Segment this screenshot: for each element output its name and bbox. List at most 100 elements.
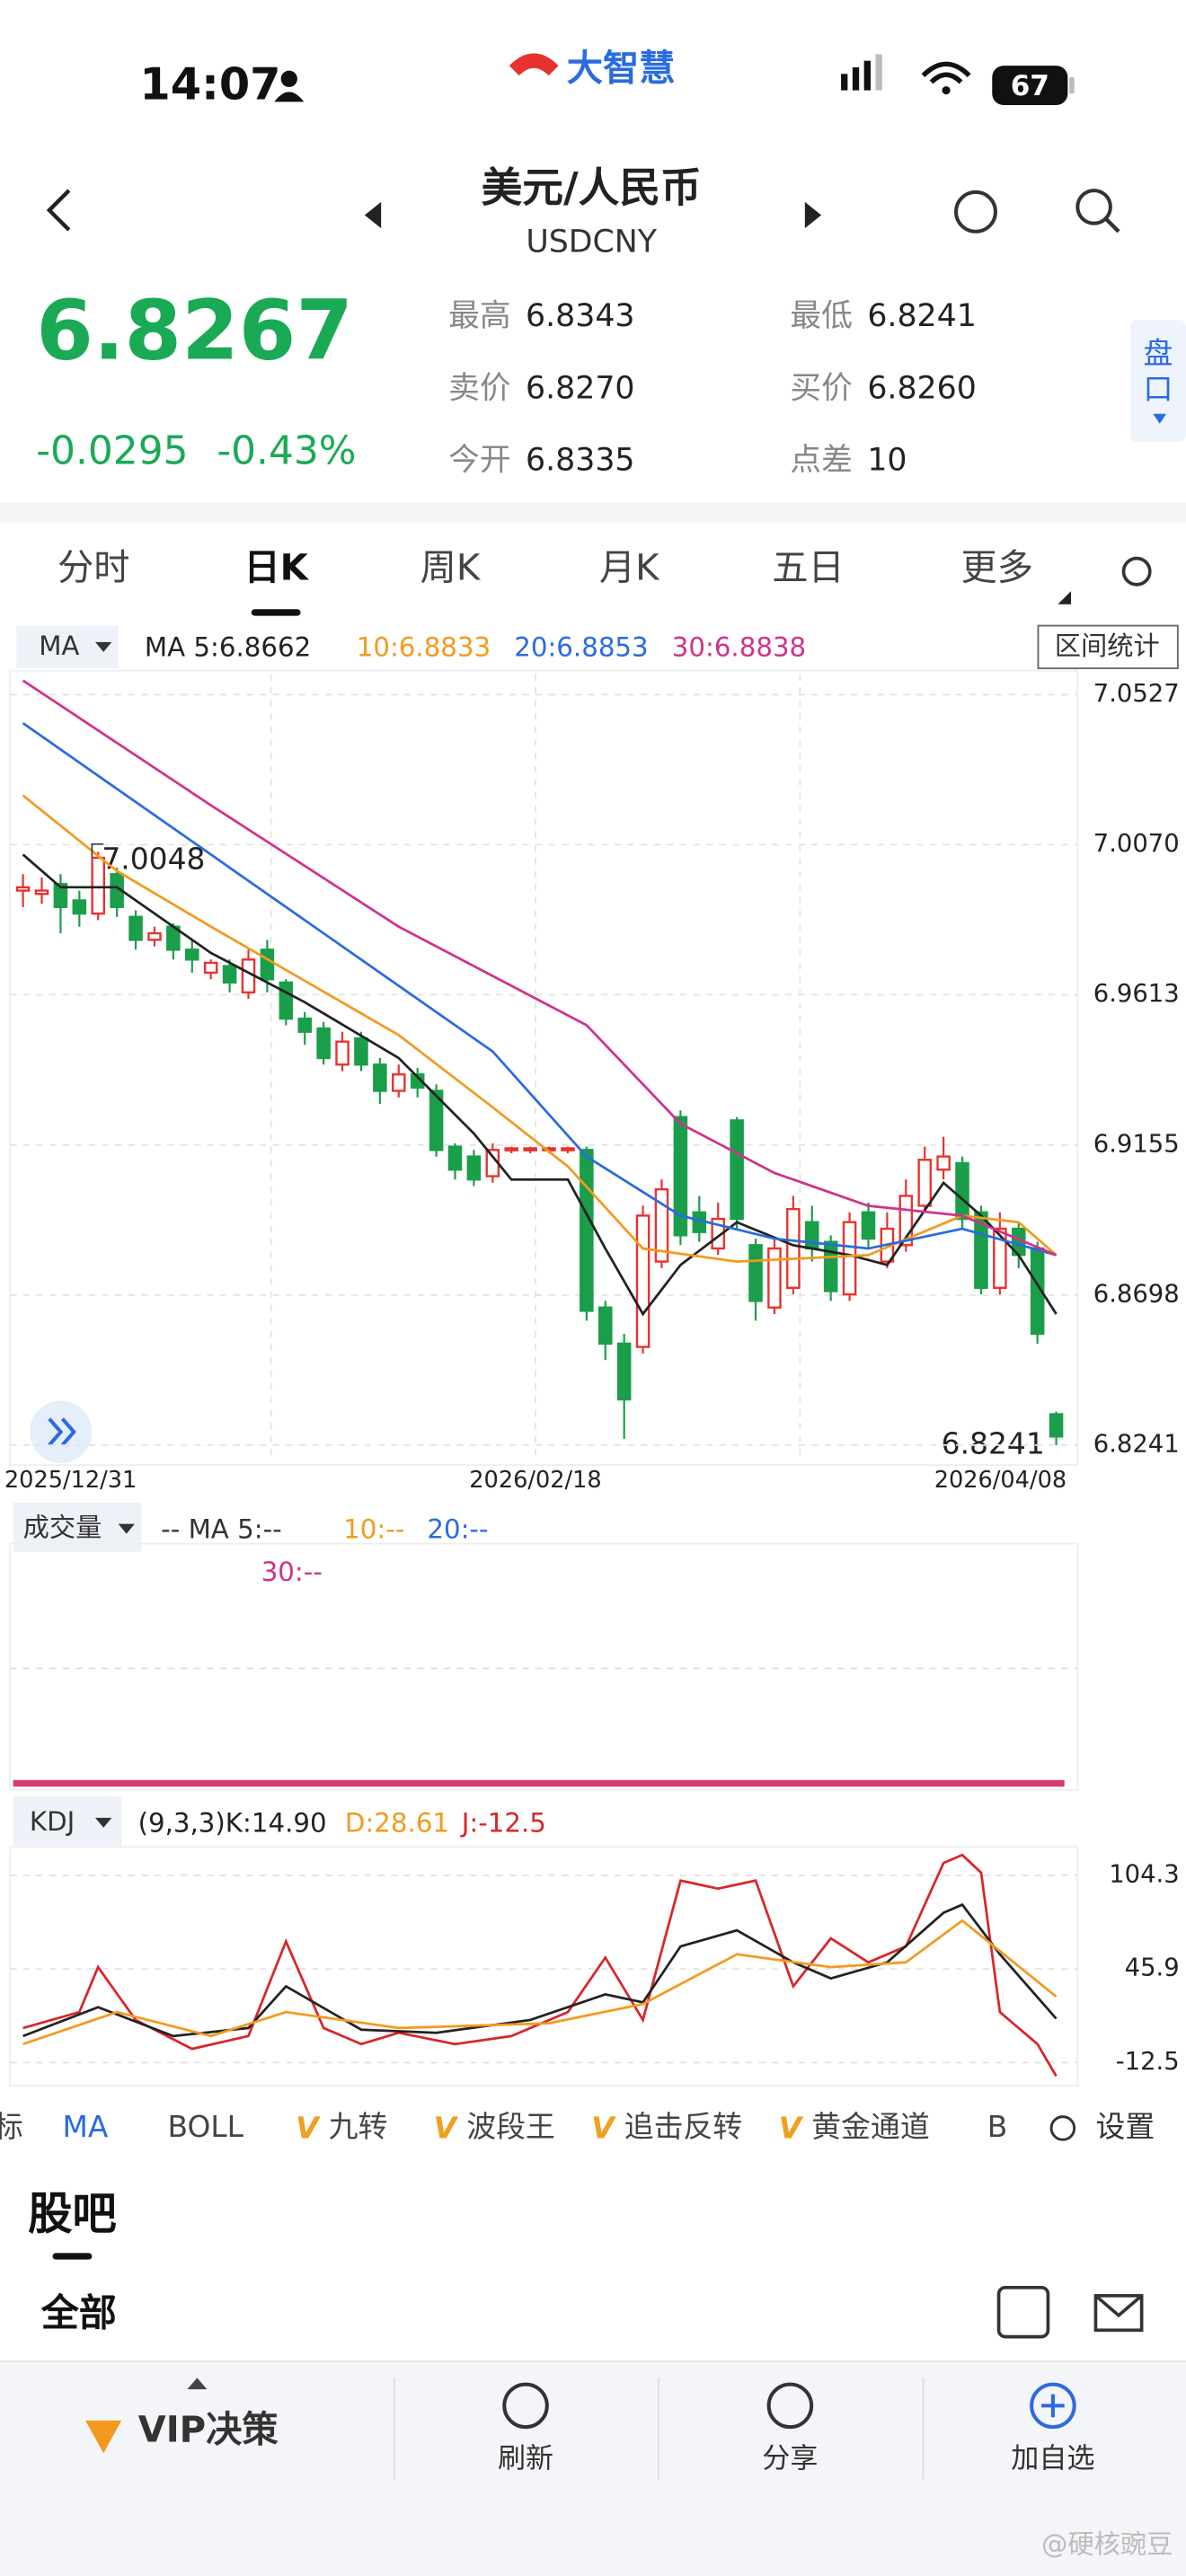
- kdj-j: J:-12.5: [460, 1808, 546, 1839]
- mail-icon: [1094, 2294, 1143, 2318]
- kdj-panel: [9, 1846, 1079, 2087]
- price-change-pct: -0.43%: [217, 428, 356, 474]
- stat-value: 6.8241: [867, 298, 976, 334]
- price-panel: [9, 669, 1079, 1467]
- add-icon[interactable]: [1030, 2382, 1076, 2430]
- dropdown-arrow: [95, 641, 112, 652]
- forum-filter[interactable]: 全部: [40, 2290, 117, 2334]
- stat-value: 6.8270: [526, 370, 634, 406]
- gear-icon[interactable]: [1121, 556, 1152, 587]
- side-tab[interactable]: [1129, 320, 1186, 442]
- indicator-tab[interactable]: MA: [62, 2109, 108, 2144]
- ma-line: [22, 794, 1058, 1264]
- add-icon: [1041, 2394, 1065, 2418]
- forum-title: 股吧: [28, 2188, 117, 2240]
- settings[interactable]: 设置: [1095, 2109, 1155, 2144]
- candle-body: [185, 948, 199, 961]
- signal: [852, 66, 860, 91]
- candle-body: [410, 1073, 425, 1090]
- candle-body: [936, 1155, 951, 1171]
- candle-body: [842, 1221, 857, 1296]
- bottom-refresh[interactable]: 刷新: [498, 2443, 553, 2475]
- candle-body: [767, 1247, 782, 1309]
- stats-button[interactable]: [1037, 624, 1179, 670]
- tab[interactable]: 周K: [420, 547, 482, 588]
- signal: [841, 74, 848, 91]
- last-label: 6.8241: [942, 1425, 1045, 1460]
- status-time: 14:07: [139, 57, 280, 110]
- y-tick-label: 6.8241: [1093, 1430, 1180, 1458]
- date-label: 2026/04/08: [934, 1467, 1067, 1494]
- kdj-label: KDJ: [30, 1806, 75, 1837]
- indicator-tab[interactable]: 黄金通道: [811, 2109, 930, 2144]
- candle-body: [504, 1147, 518, 1151]
- stat-value: 6.8343: [526, 298, 634, 334]
- stat-value: 10: [867, 443, 907, 479]
- ma-line: [22, 722, 1057, 1257]
- candle-body: [429, 1090, 444, 1151]
- candle-body: [147, 931, 162, 941]
- prev-icon[interactable]: [364, 201, 382, 229]
- wifi: [942, 85, 951, 95]
- volume-strip: [13, 1779, 1065, 1787]
- edit-icon[interactable]: [996, 2285, 1050, 2339]
- tab[interactable]: 更多: [961, 547, 1033, 588]
- refresh-icon[interactable]: [954, 190, 997, 234]
- mail-icon[interactable]: [1093, 2294, 1144, 2333]
- stat-label: 今开: [448, 443, 510, 479]
- share-icon[interactable]: [766, 2382, 814, 2430]
- volume-label: 成交量: [23, 1513, 102, 1543]
- wifi: [921, 61, 971, 84]
- bottom-add[interactable]: 加自选: [1011, 2443, 1094, 2475]
- refresh-icon[interactable]: [502, 2382, 549, 2430]
- candle-body: [391, 1073, 406, 1092]
- y-tick-label: 45.9: [1125, 1954, 1180, 1982]
- bottom-share[interactable]: 分享: [762, 2443, 818, 2475]
- divider: [0, 502, 1186, 523]
- search-icon[interactable]: [1075, 189, 1112, 225]
- kdj-k: (9,3,3)K:14.90: [138, 1808, 327, 1839]
- candle-body: [335, 1040, 350, 1066]
- indicator-tab[interactable]: 追击反转: [624, 2109, 743, 2144]
- tab[interactable]: 分时: [58, 547, 129, 588]
- expand-icon: [48, 1417, 76, 1447]
- tab[interactable]: 日K: [243, 547, 309, 588]
- vip-badge: V: [591, 2111, 616, 2146]
- stats-button-label[interactable]: 区间统计: [1055, 631, 1160, 661]
- max-pointer: [91, 842, 104, 858]
- indicator-tab[interactable]: B: [987, 2109, 1008, 2144]
- volume-legend: 30:--: [261, 1557, 323, 1587]
- up-arrow: [187, 2378, 208, 2390]
- stat-label: 最低: [790, 298, 852, 334]
- next-icon[interactable]: [804, 201, 822, 229]
- side-tab-label: 口: [1143, 372, 1173, 407]
- ma-label: MA: [39, 631, 79, 661]
- kdj-line: [22, 1853, 1058, 2078]
- candle-body: [616, 1342, 632, 1401]
- ma-legend: 30:6.8838: [672, 632, 806, 663]
- stat-label: 买价: [790, 370, 852, 406]
- kdj-line: [22, 1919, 1058, 2046]
- ma-legend: MA 5:6.8662: [145, 632, 311, 663]
- bottom-vip[interactable]: VIP决策: [138, 2410, 279, 2451]
- person-icon: [274, 92, 305, 102]
- back-icon[interactable]: [46, 189, 71, 232]
- candle-body: [373, 1063, 387, 1092]
- tab[interactable]: 月K: [599, 547, 660, 588]
- date-label: 2025/12/31: [4, 1467, 137, 1494]
- candle-body: [748, 1244, 763, 1302]
- candle-body: [974, 1211, 988, 1289]
- candle-body: [597, 1306, 613, 1345]
- indicator-tab[interactable]: 标: [0, 2109, 23, 2144]
- forum-underline: [52, 2253, 93, 2260]
- indicator-tab[interactable]: 九转: [329, 2109, 388, 2144]
- tab[interactable]: 五日: [772, 547, 844, 588]
- indicator-tab[interactable]: 波段王: [466, 2109, 555, 2144]
- candle-body: [260, 948, 275, 981]
- app-logo: 大智慧: [567, 49, 676, 90]
- candle-body: [203, 961, 218, 975]
- candle-body: [955, 1161, 969, 1221]
- signal: [863, 60, 871, 91]
- indicator-tab[interactable]: BOLL: [167, 2109, 243, 2144]
